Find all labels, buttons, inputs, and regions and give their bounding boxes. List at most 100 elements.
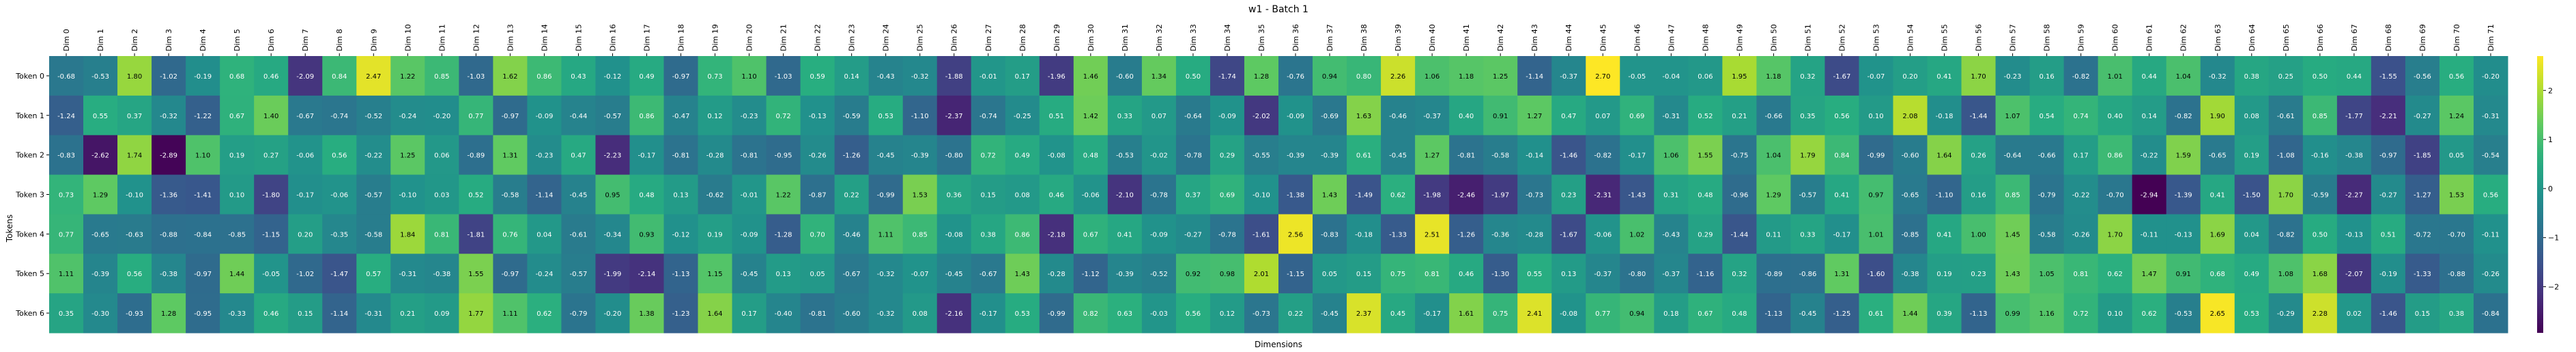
x-tick-label: Dim 49: [1735, 24, 1744, 51]
x-tick-label: Dim 37: [1326, 24, 1334, 51]
cell-value-label: 1.29: [1766, 192, 1781, 200]
cell-value-label: 1.84: [400, 231, 415, 239]
heatmap-cell: [220, 174, 255, 215]
heatmap-cell: [1893, 56, 1928, 96]
x-tick-label: Dim 44: [1564, 24, 1573, 51]
heatmap-cell: [732, 95, 767, 136]
cell-value-label: -1.46: [2379, 310, 2397, 318]
heatmap-cell: [390, 254, 425, 294]
cell-value-label: -2.07: [2345, 271, 2363, 278]
cell-value-label: -0.76: [1287, 73, 1304, 81]
heatmap-cell: [356, 214, 391, 254]
cell-value-label: 0.17: [741, 310, 756, 318]
heatmap-cell: [834, 95, 870, 136]
heatmap-cell: [2336, 56, 2372, 96]
heatmap-cell: [2166, 95, 2201, 136]
cell-value-label: -0.64: [2004, 152, 2022, 160]
heatmap-cell: [1175, 56, 1211, 96]
cell-value-label: -1.85: [2414, 152, 2431, 160]
heatmap-cell: [1961, 254, 1997, 294]
heatmap-cell: [1175, 95, 1211, 136]
heatmap-cell: [1381, 174, 1416, 215]
heatmap-cell: [1483, 95, 1518, 136]
heatmap-cell: [459, 95, 493, 136]
heatmap-cell: [561, 95, 596, 136]
heatmap-cell: [2166, 174, 2201, 215]
cell-value-label: -1.98: [1423, 192, 1441, 200]
heatmap-cell: [1927, 95, 1962, 136]
colorbar-tick-label: −2: [2548, 283, 2559, 292]
cell-value-label: -0.31: [2482, 113, 2500, 120]
heatmap-cell: [1313, 254, 1347, 294]
heatmap-cell: [459, 293, 493, 334]
heatmap-cell: [1995, 174, 2031, 215]
heatmap-cell: [288, 95, 323, 136]
cell-value-label: 1.28: [161, 310, 176, 318]
heatmap-cell: [1927, 254, 1962, 294]
cell-value-label: -0.79: [569, 310, 587, 318]
heatmap-cell: [2063, 56, 2099, 96]
cell-value-label: 0.23: [1971, 271, 1986, 278]
heatmap-cell: [2405, 214, 2440, 254]
cell-value-label: -1.77: [2345, 113, 2363, 120]
heatmap-cell: [390, 56, 425, 96]
heatmap-cell: [868, 254, 904, 294]
heatmap-cell: [561, 135, 596, 176]
heatmap-cell: [629, 56, 664, 96]
x-tick-label: Dim 35: [1257, 24, 1266, 51]
heatmap-cell: [1415, 95, 1450, 136]
heatmap-cell: [425, 254, 459, 294]
cell-value-label: -1.33: [1389, 231, 1407, 239]
cell-value-label: -0.43: [1662, 231, 1680, 239]
x-tick-label: Dim 51: [1803, 24, 1812, 51]
heatmap-cell: [629, 214, 664, 254]
heatmap-cell: [1483, 135, 1518, 176]
x-tick-label: Dim 1: [96, 29, 105, 51]
cell-value-label: -2.14: [638, 271, 656, 278]
heatmap-cell: [1688, 135, 1723, 176]
cell-value-label: -0.32: [877, 271, 895, 278]
heatmap-cell: [49, 293, 84, 334]
x-tick-label: Dim 71: [2487, 24, 2495, 51]
heatmap-cell: [1175, 293, 1211, 334]
heatmap-cell: [800, 174, 835, 215]
heatmap-cell: [2302, 214, 2338, 254]
heatmap-cell: [2268, 135, 2304, 176]
heatmap-cell: [390, 95, 425, 136]
heatmap-cell: [902, 293, 938, 334]
heatmap-cell: [629, 95, 664, 136]
heatmap-cell: [2405, 56, 2440, 96]
y-tick-label: Token 3: [15, 191, 44, 200]
heatmap-cell: [2098, 95, 2133, 136]
cell-value-label: 0.39: [1936, 310, 1951, 318]
heatmap-cell: [83, 214, 118, 254]
cell-value-label: -0.60: [1902, 152, 1919, 160]
heatmap-cell: [1961, 135, 1997, 176]
cell-value-label: -0.60: [843, 310, 861, 318]
cell-value-label: 0.22: [844, 192, 859, 200]
heatmap-cell: [1278, 174, 1313, 215]
x-tick-label: Dim 58: [2043, 24, 2052, 51]
heatmap-cell: [2132, 254, 2167, 294]
heatmap-cell: [2166, 254, 2201, 294]
cell-value-label: 1.64: [1936, 152, 1951, 160]
cell-value-label: 2.51: [1425, 231, 1440, 239]
heatmap-cell: [1415, 214, 1450, 254]
cell-value-label: 1.11: [502, 310, 517, 318]
cell-value-label: -0.18: [1355, 231, 1373, 239]
cell-value-label: -1.44: [1970, 113, 1988, 120]
cell-value-label: -0.09: [535, 113, 553, 120]
heatmap-cell: [2098, 56, 2133, 96]
heatmap-cell: [254, 293, 289, 334]
cell-value-label: 0.20: [298, 231, 313, 239]
heatmap-cell: [1415, 293, 1450, 334]
cell-value-label: 0.26: [1971, 152, 1986, 160]
cell-value-label: 0.08: [2244, 113, 2259, 120]
heatmap-cell: [1449, 56, 1484, 96]
heatmap-cell: [1005, 56, 1040, 96]
cell-value-label: 0.10: [1868, 113, 1883, 120]
heatmap-cell: [1517, 254, 1552, 294]
cell-value-label: 0.62: [536, 310, 552, 318]
heatmap-cell: [971, 95, 1006, 136]
